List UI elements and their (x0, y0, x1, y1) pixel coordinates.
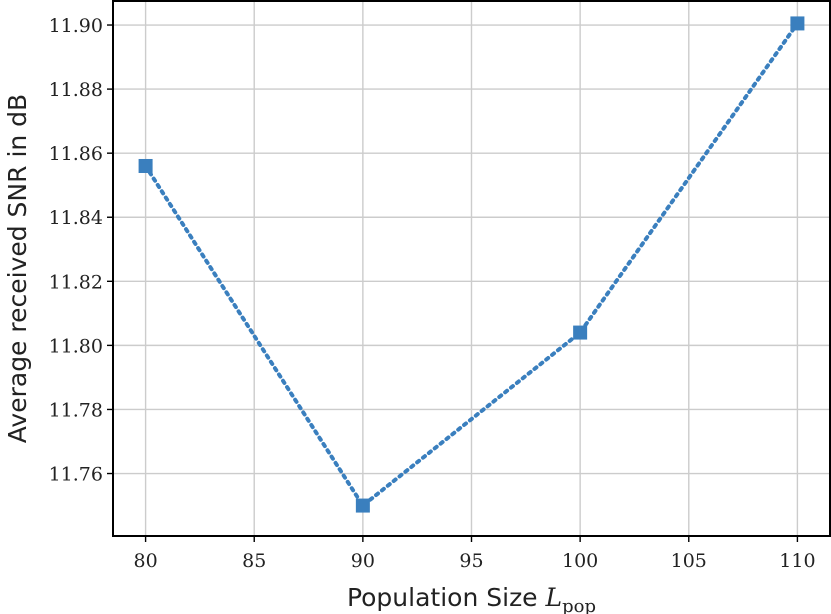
y-tick-label: 11.90 (49, 15, 103, 37)
grid (113, 1, 830, 536)
x-tick-label: 85 (242, 550, 266, 572)
series-layer (138, 16, 805, 513)
x-tick-label: 110 (779, 550, 815, 572)
data-point-marker (790, 16, 805, 31)
x-tick-label: 80 (133, 550, 157, 572)
data-point-marker (355, 498, 370, 513)
y-axis-ticks: 11.76 11.78 11.80 11.82 11.84 11.86 11.88 11.90 (49, 15, 113, 486)
x-axis-label-symbol: L (545, 583, 563, 612)
x-tick-label: 100 (562, 550, 598, 572)
y-tick-label: 11.82 (49, 271, 103, 293)
y-tick-label: 11.80 (49, 335, 103, 357)
y-tick-label: 11.78 (49, 399, 103, 421)
x-axis-label: Population Size Lpop (347, 583, 596, 614)
x-axis-label-subscript: pop (562, 596, 596, 614)
x-tick-label: 95 (459, 550, 483, 572)
y-tick-label: 11.84 (49, 207, 103, 229)
x-tick-label: 105 (671, 550, 707, 572)
series-line (143, 21, 800, 509)
x-tick-label: 90 (351, 550, 375, 572)
data-point-marker (138, 158, 153, 173)
data-point-marker (573, 325, 588, 340)
x-axis-label-gap (538, 583, 546, 612)
x-axis-label-text: Population Size (347, 583, 538, 612)
x-axis-ticks: 80 85 90 95 100 105 110 (133, 536, 816, 572)
y-tick-label: 11.86 (49, 143, 103, 165)
y-tick-label: 11.76 (49, 464, 103, 486)
y-axis-label: Average received SNR in dB (3, 94, 32, 443)
y-tick-label: 11.88 (49, 79, 103, 101)
